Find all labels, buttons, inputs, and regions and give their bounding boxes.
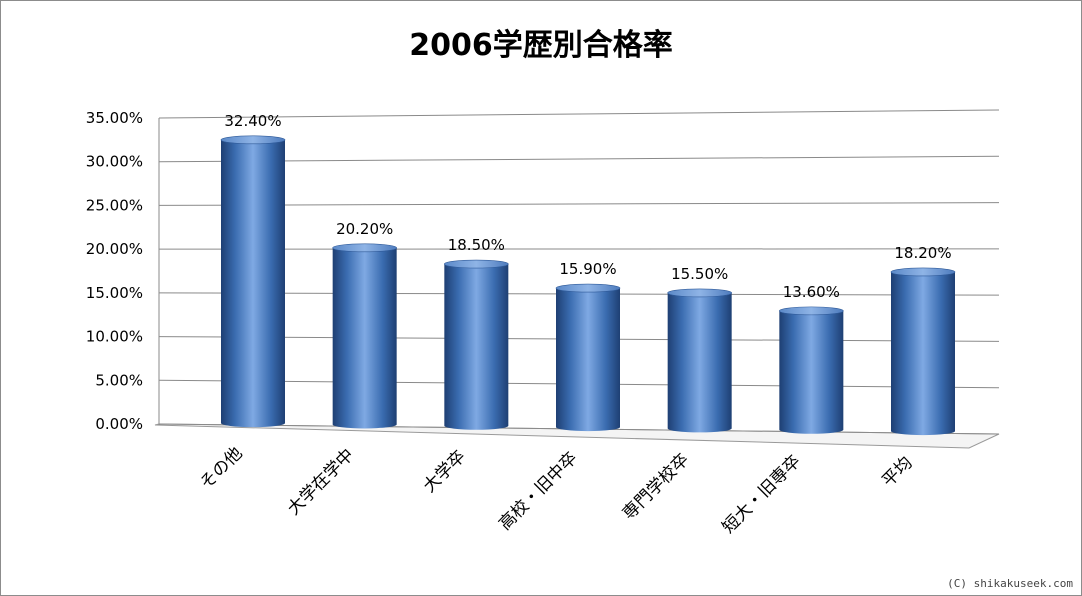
bar-body bbox=[332, 247, 397, 429]
bar-top bbox=[667, 288, 732, 298]
data-label: 18.20% bbox=[894, 244, 951, 262]
gridline bbox=[158, 202, 1000, 206]
bar-body bbox=[556, 288, 620, 432]
bar-body bbox=[891, 271, 955, 436]
bar-top bbox=[332, 243, 397, 253]
bar-top bbox=[555, 283, 621, 293]
bar-body bbox=[779, 310, 844, 434]
x-tick-label: 短大・旧専卒 bbox=[719, 451, 805, 537]
x-tick-label: 大学卒 bbox=[420, 447, 470, 497]
bar bbox=[779, 306, 844, 434]
bar-top bbox=[444, 259, 509, 269]
chart-title: 2006学歴別合格率 bbox=[409, 28, 673, 63]
y-tick-label: 0.00% bbox=[95, 415, 143, 433]
data-label: 15.50% bbox=[671, 265, 728, 283]
bar bbox=[332, 243, 397, 429]
copyright-credit: (C) shikakuseek.com bbox=[947, 577, 1073, 590]
y-tick-label: 10.00% bbox=[86, 328, 143, 346]
y-tick-label: 20.00% bbox=[86, 240, 143, 258]
x-tick-label: 大学在学中 bbox=[284, 445, 358, 519]
data-label: 15.90% bbox=[559, 260, 616, 278]
bar bbox=[555, 283, 621, 432]
bar-top bbox=[779, 306, 844, 316]
gridline bbox=[158, 155, 1000, 163]
y-tick-label: 30.00% bbox=[86, 153, 143, 171]
y-tick-label: 15.00% bbox=[86, 284, 143, 302]
x-tick-label: 専門学校卒 bbox=[619, 450, 693, 524]
bar-body bbox=[667, 292, 732, 433]
bar bbox=[444, 259, 509, 430]
bar bbox=[220, 135, 286, 428]
data-label: 32.40% bbox=[224, 112, 281, 130]
bar bbox=[667, 288, 732, 433]
x-tick-label: 高校・旧中卒 bbox=[495, 448, 581, 534]
data-label: 20.20% bbox=[336, 220, 393, 238]
data-label: 18.50% bbox=[448, 236, 505, 254]
x-tick-label: その他 bbox=[196, 443, 246, 493]
gridline bbox=[158, 109, 1000, 119]
y-tick-label: 5.00% bbox=[95, 371, 143, 389]
y-tick-label: 35.00% bbox=[86, 109, 143, 127]
bar-body bbox=[221, 139, 285, 428]
bar-top bbox=[220, 135, 286, 145]
plot-area: 0.00% 5.00% 10.00% 15.00% 20.00% 25.00% 30.00%… bbox=[86, 109, 1000, 538]
data-label: 13.60% bbox=[783, 283, 840, 301]
bar-body bbox=[444, 264, 509, 430]
bar bbox=[890, 267, 956, 436]
x-tick-label: 平均 bbox=[878, 453, 916, 491]
bar-top bbox=[890, 267, 956, 277]
y-tick-label: 25.00% bbox=[86, 196, 143, 214]
